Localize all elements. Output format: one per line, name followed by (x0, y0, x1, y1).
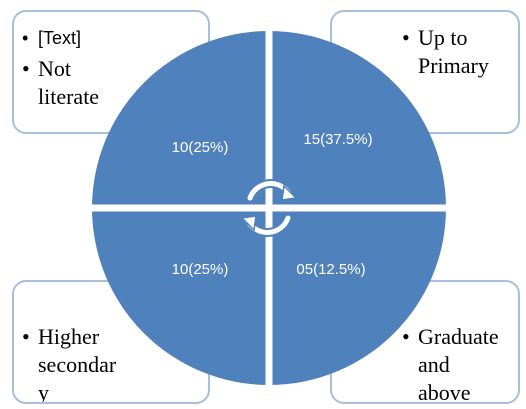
quadrant-label: 10(25%) (172, 139, 229, 156)
box-item: Not literate (22, 55, 132, 111)
quadrant-label: 15(37.5%) (303, 131, 372, 148)
quadrant (269, 31, 446, 208)
quadrant (92, 208, 269, 385)
box-item: Up to Primary (402, 24, 514, 80)
cycle-arrows (240, 179, 298, 237)
box-item: Higher secondary (22, 323, 122, 402)
quadrant (269, 208, 446, 385)
quadrant-label: 10(25%) (172, 261, 229, 278)
box-item: Graduate and above (402, 323, 506, 402)
quadrant-label: 05(12.5%) (296, 261, 365, 278)
box-item: [Text] (22, 24, 172, 52)
quadrant (92, 31, 269, 208)
